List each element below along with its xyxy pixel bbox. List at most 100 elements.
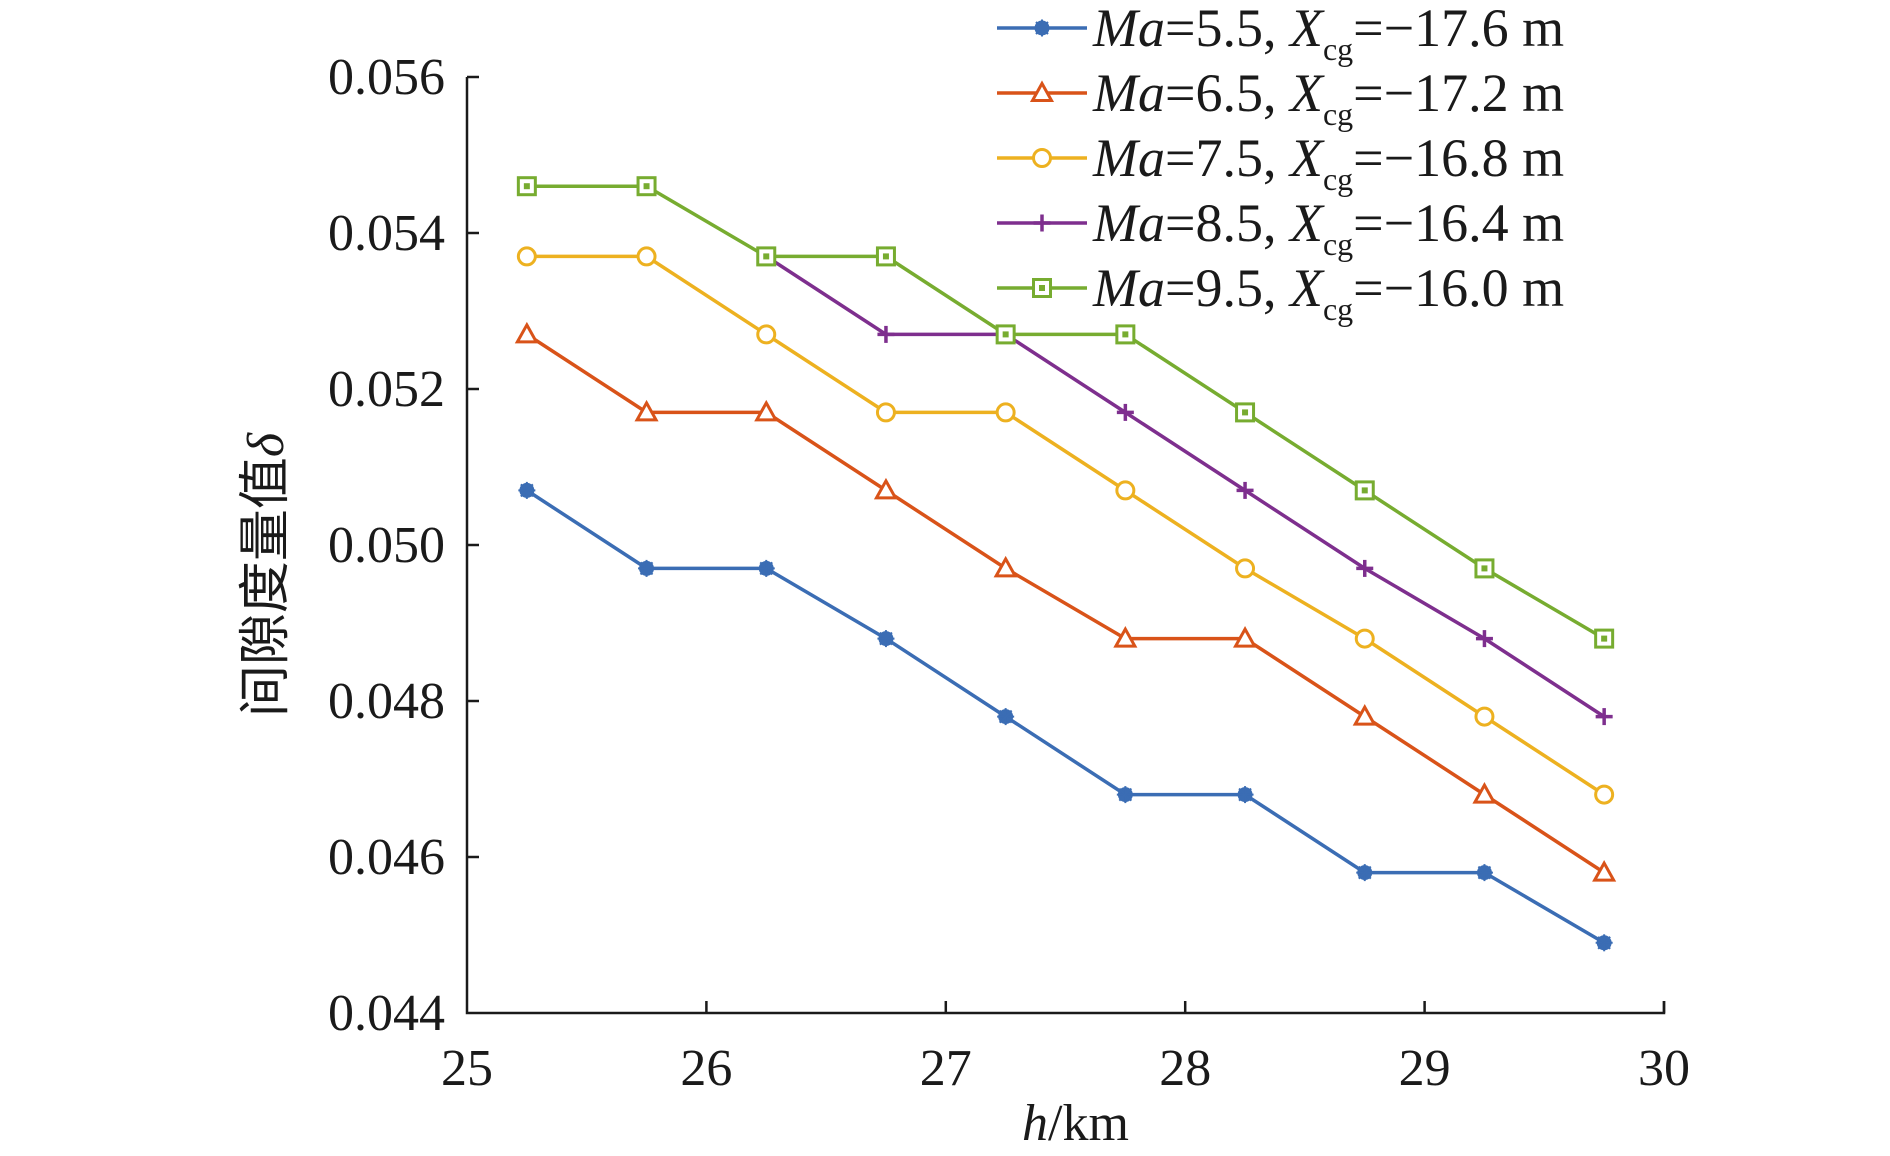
marker-spoke — [998, 709, 1013, 724]
marker-spoke — [520, 483, 534, 498]
marker-shape — [514, 321, 539, 344]
marker-spoke — [759, 561, 773, 576]
marker-square — [516, 176, 537, 197]
legend-item-4: Ma=8.5, Xcg=−16.4 m — [997, 193, 1564, 262]
marker-plus — [1236, 481, 1254, 499]
marker-triangle — [1232, 626, 1258, 648]
legend-label: Ma=5.5, Xcg=−17.6 m — [1092, 0, 1564, 67]
marker-shape — [756, 324, 777, 345]
y-axis-title: 间隙度量值δ — [238, 432, 295, 717]
marker-shape — [1594, 784, 1615, 805]
legend-item-2: Ma=6.5, Xcg=−17.2 m — [997, 63, 1564, 132]
marker-square — [756, 246, 777, 267]
marker-square — [1354, 480, 1375, 501]
marker-plus — [1356, 559, 1374, 577]
marker-square — [1032, 278, 1052, 298]
marker-circle — [995, 402, 1016, 423]
legend-item-1: Ma=5.5, Xcg=−17.6 m — [997, 0, 1564, 67]
marker-spoke — [1597, 936, 1611, 950]
marker-dot — [523, 183, 530, 190]
marker-circle — [636, 246, 657, 267]
marker-triangle — [993, 555, 1018, 578]
marker-triangle — [1113, 626, 1138, 648]
y-tick-label: 0.048 — [328, 673, 445, 730]
marker-star — [1595, 934, 1613, 952]
marker-spoke — [1035, 21, 1049, 35]
marker-triangle — [514, 321, 539, 344]
marker-triangle — [873, 477, 899, 500]
marker-spoke — [1358, 865, 1372, 880]
marker-shape — [1472, 782, 1497, 804]
series-1 — [518, 481, 1613, 952]
series-line — [526, 254, 1606, 797]
legend: Ma=5.5, Xcg=−17.6 mMa=6.5, Xcg=−17.2 mMa… — [997, 0, 1564, 327]
marker-shape — [1474, 706, 1495, 727]
marker-dot — [763, 253, 770, 260]
series-5 — [516, 176, 1615, 649]
marker-shape — [1113, 626, 1138, 648]
marker-spoke — [1477, 865, 1492, 880]
x-tick-label: 26 — [680, 1040, 732, 1097]
marker-dot — [1361, 487, 1368, 494]
legend-item-5: Ma=9.5, Xcg=−16.0 m — [997, 258, 1564, 327]
marker-dot — [882, 253, 889, 260]
marker-star — [1356, 864, 1374, 882]
x-tick-label: 30 — [1638, 1040, 1690, 1097]
marker-circle — [516, 246, 537, 267]
marker-shape — [875, 402, 896, 423]
y-tick-label: 0.052 — [328, 361, 445, 418]
marker-star — [997, 708, 1015, 726]
marker-circle — [1474, 706, 1495, 727]
marker-shape — [1354, 628, 1375, 649]
legend-item-3: Ma=7.5, Xcg=−16.8 m — [997, 128, 1564, 197]
marker-shape — [634, 399, 659, 422]
marker-square — [1115, 324, 1136, 345]
marker-plus — [1116, 403, 1134, 421]
marker-spoke — [879, 631, 893, 646]
legend-label: Ma=8.5, Xcg=−16.4 m — [1092, 193, 1564, 262]
y-tick-label: 0.054 — [328, 205, 445, 262]
marker-spoke — [639, 561, 654, 576]
marker-shape — [636, 246, 657, 267]
marker-circle — [1032, 148, 1052, 168]
series-line — [765, 254, 1606, 719]
marker-square — [1235, 402, 1256, 423]
marker-square — [636, 176, 657, 197]
marker-dot — [643, 183, 650, 190]
marker-triangle — [1352, 704, 1377, 726]
marker-dot — [1122, 331, 1129, 338]
marker-square — [995, 324, 1016, 345]
x-tick-label: 28 — [1159, 1040, 1211, 1097]
marker-star — [638, 559, 656, 577]
marker-circle — [1354, 628, 1375, 649]
x-tick-label: 27 — [920, 1040, 972, 1097]
series-line — [525, 488, 1606, 945]
y-tick-label: 0.044 — [328, 985, 445, 1042]
marker-dot — [1481, 565, 1488, 572]
marker-shape — [1352, 704, 1377, 726]
marker-triangle — [1592, 860, 1617, 882]
y-tick-label: 0.056 — [328, 49, 445, 106]
series-layer — [514, 176, 1617, 952]
marker-circle — [756, 324, 777, 345]
marker-shape — [754, 399, 779, 422]
marker-plus — [877, 325, 895, 343]
marker-star — [1033, 19, 1051, 37]
series-line — [525, 332, 1606, 875]
marker-spoke — [1238, 787, 1252, 802]
marker-star — [757, 559, 775, 577]
marker-dot — [1039, 285, 1045, 291]
marker-circle — [1235, 558, 1256, 579]
marker-shape — [1029, 80, 1055, 102]
marker-plus — [1475, 630, 1493, 648]
marker-square — [1474, 558, 1495, 579]
marker-shape — [1115, 480, 1136, 501]
marker-shape — [1032, 148, 1052, 168]
series-line — [526, 184, 1606, 641]
marker-dot — [1601, 635, 1608, 642]
x-tick-label: 25 — [441, 1040, 493, 1097]
series-3 — [516, 246, 1615, 805]
marker-triangle — [634, 399, 659, 422]
x-axis-title: h/km — [1022, 1095, 1129, 1152]
marker-star — [518, 481, 536, 499]
